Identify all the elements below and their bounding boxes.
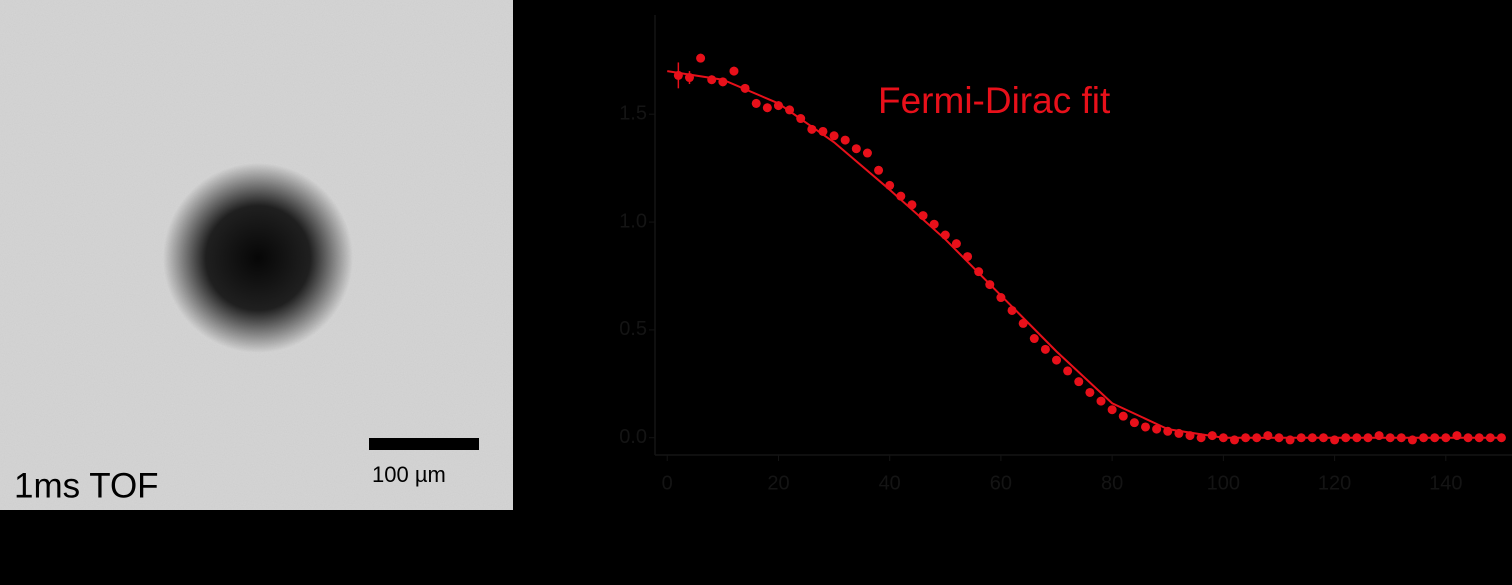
y-tick-label: 0.0 [619, 426, 647, 448]
data-point [785, 105, 795, 115]
data-point [751, 98, 761, 108]
data-point [718, 77, 728, 87]
data-point [1052, 355, 1062, 365]
data-point [1485, 433, 1495, 443]
data-point [1007, 305, 1017, 315]
data-point [1241, 433, 1251, 443]
data-point [1107, 405, 1117, 415]
x-tick-label: 80 [1101, 472, 1123, 494]
data-point [1196, 433, 1206, 443]
data-point [1218, 433, 1228, 443]
data-point [1118, 411, 1128, 421]
image-label: 1ms TOF [14, 466, 159, 505]
data-point [818, 126, 828, 136]
scale-bar [369, 438, 479, 450]
y-tick-label: 1.5 [619, 102, 647, 124]
data-point [829, 131, 839, 141]
data-point [1296, 433, 1306, 443]
data-point [1252, 433, 1262, 443]
data-point [1152, 424, 1162, 434]
data-point [1096, 396, 1106, 406]
data-point [874, 165, 884, 175]
data-point [1285, 435, 1295, 445]
data-point [940, 230, 950, 240]
data-point [1330, 435, 1340, 445]
data-point [1407, 435, 1417, 445]
data-point [1129, 418, 1139, 428]
y-tick-label: 1.0 [619, 210, 647, 232]
data-point [1040, 344, 1050, 354]
x-tick-label: 20 [767, 472, 789, 494]
data-point [684, 73, 694, 83]
fit-line [667, 70, 1502, 439]
plot: 0.0 0.5 1.0 1.5 0 20 40 60 80 100 120 140 Fermi-Dira… [619, 15, 1512, 494]
absorption-image: 100 µm 1ms TOF [0, 0, 513, 510]
data-point [762, 103, 772, 113]
data-point [885, 180, 895, 190]
data-point [851, 144, 861, 154]
data-point [1063, 366, 1073, 376]
x-tick-label: 100 [1207, 472, 1240, 494]
data-point [1307, 433, 1317, 443]
data-point [896, 191, 906, 201]
scale-label: 100 µm [372, 462, 446, 487]
data-point [929, 219, 939, 229]
data-point [707, 75, 717, 85]
x-tick-label: 40 [879, 472, 901, 494]
data-point [1341, 433, 1351, 443]
data-point [1396, 433, 1406, 443]
data-point [1474, 433, 1484, 443]
data-point [1452, 431, 1462, 441]
data-point [1018, 318, 1028, 328]
data-point [840, 135, 850, 145]
data-point [1163, 426, 1173, 436]
data-point [796, 114, 806, 124]
data-point [996, 293, 1006, 303]
annotation: Fermi-Dirac fit [878, 80, 1111, 121]
data-point [1074, 377, 1084, 387]
x-tick-label: 0 [662, 472, 673, 494]
data-point [1174, 428, 1184, 438]
x-tick-label: 140 [1429, 472, 1462, 494]
data-point [985, 280, 995, 290]
data-point [1185, 431, 1195, 441]
data-point [740, 83, 750, 93]
data-point [1374, 431, 1384, 441]
data-point [673, 70, 683, 80]
data-point [1207, 431, 1217, 441]
data-point [918, 211, 928, 221]
data-point [1363, 433, 1373, 443]
data-point [807, 124, 817, 134]
data-point [1441, 433, 1451, 443]
data-point [1385, 433, 1395, 443]
data-point [963, 252, 973, 262]
data-point [951, 239, 961, 249]
data-point [1085, 387, 1095, 397]
data-point [974, 267, 984, 277]
data-point [1229, 435, 1239, 445]
data-point [1430, 433, 1440, 443]
data-point [1496, 433, 1506, 443]
data-point [1318, 433, 1328, 443]
data-point [773, 101, 783, 111]
data-point [1274, 433, 1284, 443]
data-point [1463, 433, 1473, 443]
data-point [1029, 334, 1039, 344]
data-point [696, 53, 706, 63]
data-point [907, 200, 917, 210]
data-point [1352, 433, 1362, 443]
y-tick-label: 0.5 [619, 318, 647, 340]
x-tick-label: 120 [1318, 472, 1351, 494]
data-point [862, 148, 872, 158]
data-point [1141, 422, 1151, 432]
x-tick-label: 60 [990, 472, 1012, 494]
data-point [1263, 431, 1273, 441]
data-point [729, 66, 739, 76]
data-point [1419, 433, 1429, 443]
